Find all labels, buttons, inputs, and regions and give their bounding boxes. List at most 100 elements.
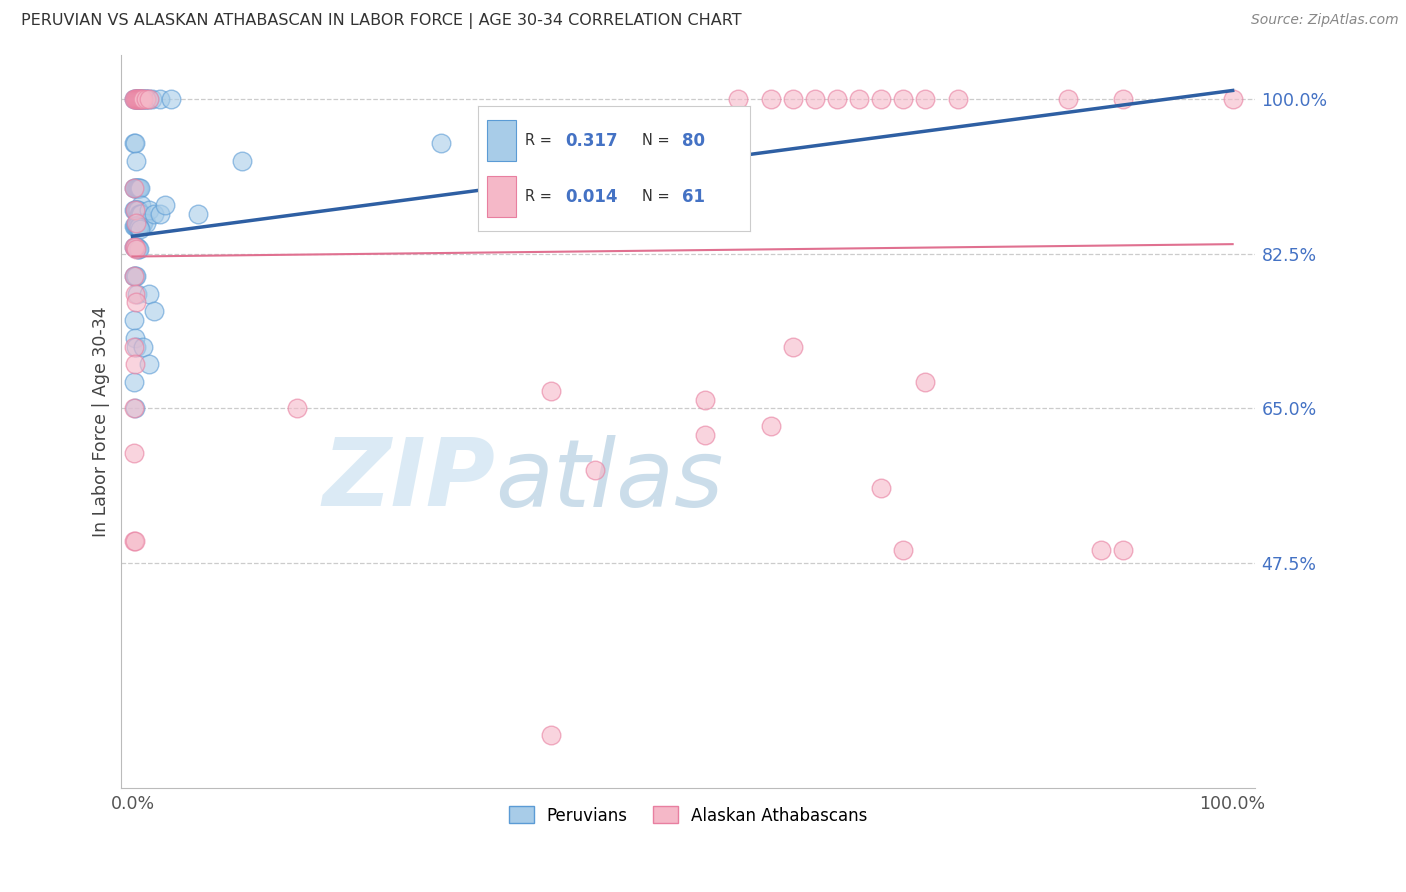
Point	[128, 207, 150, 221]
Point	[125, 92, 148, 106]
Point	[125, 340, 148, 354]
Point	[135, 92, 157, 106]
Point	[129, 92, 152, 106]
Point	[914, 92, 936, 106]
Point	[429, 136, 451, 151]
Point	[149, 92, 172, 106]
Point	[129, 207, 152, 221]
Point	[803, 92, 825, 106]
Point	[122, 268, 145, 283]
Y-axis label: In Labor Force | Age 30-34: In Labor Force | Age 30-34	[93, 306, 110, 537]
Legend: Peruvians, Alaskan Athabascans: Peruvians, Alaskan Athabascans	[502, 799, 875, 831]
Point	[127, 243, 149, 257]
Point	[143, 304, 166, 318]
Point	[155, 198, 177, 212]
Point	[125, 243, 148, 257]
Point	[122, 136, 145, 151]
Point	[138, 202, 160, 217]
Point	[128, 92, 150, 106]
Text: PERUVIAN VS ALASKAN ATHABASCAN IN LABOR FORCE | AGE 30-34 CORRELATION CHART: PERUVIAN VS ALASKAN ATHABASCAN IN LABOR …	[21, 13, 742, 29]
Point	[135, 216, 157, 230]
Point	[122, 180, 145, 194]
Point	[122, 219, 145, 233]
Point	[231, 154, 253, 169]
Point	[693, 392, 716, 407]
Point	[122, 92, 145, 106]
Point	[131, 216, 153, 230]
Point	[122, 375, 145, 389]
Point	[1090, 542, 1112, 557]
Point	[125, 202, 148, 217]
Point	[125, 219, 148, 233]
Point	[287, 401, 309, 416]
Point	[759, 419, 782, 434]
Point	[583, 463, 606, 477]
Text: ZIP: ZIP	[322, 434, 495, 526]
Point	[129, 92, 152, 106]
Point	[138, 357, 160, 371]
Point	[122, 202, 145, 217]
Point	[914, 375, 936, 389]
Point	[128, 220, 150, 235]
Point	[122, 92, 145, 106]
Point	[124, 202, 146, 217]
Point	[122, 340, 145, 354]
Point	[129, 92, 152, 106]
Point	[124, 202, 146, 217]
Point	[131, 92, 153, 106]
Point	[616, 198, 638, 212]
Point	[125, 202, 148, 217]
Point	[125, 219, 148, 233]
Text: Source: ZipAtlas.com: Source: ZipAtlas.com	[1251, 13, 1399, 28]
Point	[129, 92, 152, 106]
Point	[132, 340, 155, 354]
Point	[160, 92, 183, 106]
Point	[759, 92, 782, 106]
Point	[125, 295, 148, 310]
Point	[124, 268, 146, 283]
Point	[848, 92, 870, 106]
Point	[124, 180, 146, 194]
Point	[125, 286, 148, 301]
Point	[124, 401, 146, 416]
Point	[129, 180, 152, 194]
Point	[127, 220, 149, 235]
Point	[1222, 92, 1244, 106]
Point	[138, 92, 160, 106]
Point	[132, 92, 155, 106]
Point	[1111, 542, 1133, 557]
Point	[122, 240, 145, 254]
Point	[825, 92, 848, 106]
Point	[124, 286, 146, 301]
Point	[125, 240, 148, 254]
Point	[128, 92, 150, 106]
Point	[124, 92, 146, 106]
Point	[135, 92, 157, 106]
Point	[128, 180, 150, 194]
Point	[122, 268, 145, 283]
Point	[869, 481, 891, 495]
Point	[125, 154, 148, 169]
Point	[782, 92, 804, 106]
Point	[122, 180, 145, 194]
Point	[127, 202, 149, 217]
Point	[125, 92, 148, 106]
Point	[132, 92, 155, 106]
Point	[540, 384, 562, 398]
Point	[506, 180, 529, 194]
Point	[122, 313, 145, 327]
Point	[727, 92, 749, 106]
Point	[540, 728, 562, 742]
Point	[782, 340, 804, 354]
Point	[125, 180, 148, 194]
Point	[134, 92, 156, 106]
Point	[135, 92, 157, 106]
Point	[124, 92, 146, 106]
Point	[122, 240, 145, 254]
Point	[1056, 92, 1078, 106]
Point	[1111, 92, 1133, 106]
Point	[125, 92, 148, 106]
Point	[129, 198, 152, 212]
Point	[124, 331, 146, 345]
Point	[138, 286, 160, 301]
